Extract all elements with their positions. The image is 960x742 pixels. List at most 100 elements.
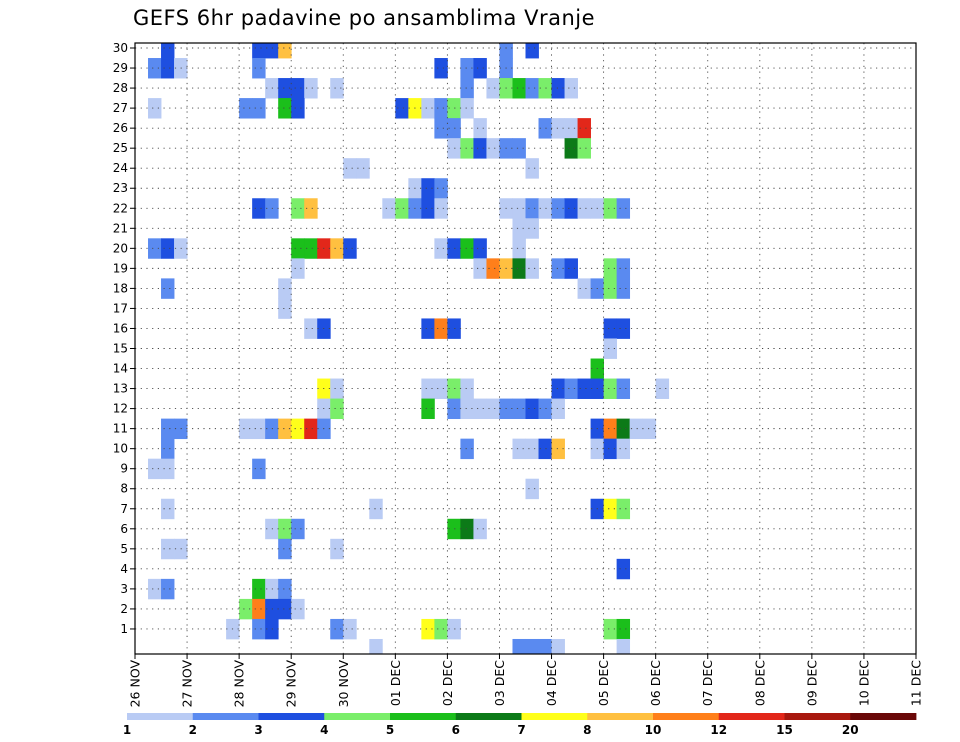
heatmap-cell xyxy=(434,178,448,199)
heatmap-cell xyxy=(421,178,435,199)
heatmap-cell xyxy=(161,498,175,520)
heatmap-cell xyxy=(603,438,618,460)
y-tick-label: 19 xyxy=(113,261,128,275)
heatmap-cell xyxy=(616,198,631,219)
heatmap-cell xyxy=(434,98,448,119)
heatmap-cell xyxy=(447,618,461,640)
heatmap-cell xyxy=(421,98,435,119)
heatmap-cell xyxy=(551,378,565,399)
heatmap-cell xyxy=(525,198,539,219)
heatmap-cell xyxy=(538,118,552,139)
y-tick-label: 1 xyxy=(120,622,128,636)
heatmap-cell xyxy=(447,118,461,139)
heatmap-cell xyxy=(473,238,487,259)
colorbar-segment xyxy=(455,713,522,720)
y-tick-label: 27 xyxy=(113,101,128,115)
heatmap-cell xyxy=(291,78,305,99)
heatmap-cell xyxy=(434,378,448,399)
heatmap-cell xyxy=(564,378,578,399)
heatmap-cell xyxy=(252,198,266,219)
heatmap-cell xyxy=(161,418,175,440)
y-tick-label: 30 xyxy=(113,41,128,55)
heatmap-cell xyxy=(460,438,474,460)
x-tick-label: 08 DEC xyxy=(752,660,767,706)
heatmap-cell xyxy=(525,43,539,59)
heatmap-cell xyxy=(278,298,292,319)
heatmap-cell xyxy=(473,138,487,159)
heatmap-cell xyxy=(564,118,578,139)
heatmap-cell xyxy=(148,58,162,79)
colorbar-segment xyxy=(258,713,325,720)
heatmap-cell xyxy=(265,43,279,59)
heatmap-cell xyxy=(447,138,461,159)
heatmap-cell xyxy=(291,598,305,620)
heatmap-cell xyxy=(252,43,266,59)
heatmap-cell xyxy=(525,398,539,420)
colorbar-segment xyxy=(127,713,194,720)
heatmap-cell xyxy=(434,618,448,640)
heatmap-cell xyxy=(564,78,578,99)
heatmap-cell xyxy=(538,198,552,219)
heatmap-cell xyxy=(603,618,618,640)
heatmap-cell xyxy=(252,418,266,440)
heatmap-cell xyxy=(655,378,670,399)
heatmap-cell xyxy=(291,518,305,540)
heatmap-cell xyxy=(421,398,435,420)
colorbar-label: 7 xyxy=(517,723,525,737)
heatmap-cell xyxy=(304,78,318,99)
heatmap-cell xyxy=(460,58,474,79)
y-tick-label: 12 xyxy=(113,402,128,416)
heatmap-cell xyxy=(551,78,565,99)
heatmap-cell xyxy=(603,418,618,440)
heatmap-cell xyxy=(434,238,448,259)
x-tick-label: 07 DEC xyxy=(700,660,715,706)
colorbar-segment xyxy=(324,713,391,720)
heatmap-cell xyxy=(343,238,357,259)
heatmap-cell xyxy=(512,218,526,239)
heatmap-cell xyxy=(252,578,266,600)
heatmap-cell xyxy=(551,638,565,655)
heatmap-cell xyxy=(382,198,396,219)
y-tick-label: 28 xyxy=(113,81,128,95)
heatmap-cell xyxy=(577,138,591,159)
heatmap-cell xyxy=(161,538,175,560)
heatmap-cell xyxy=(161,278,175,299)
heatmap-cell xyxy=(460,98,474,119)
heatmap-cell xyxy=(629,418,644,440)
x-tick-label: 02 DEC xyxy=(440,660,455,706)
heatmap-cell xyxy=(304,318,318,339)
heatmap-cell xyxy=(525,438,539,460)
heatmap-cell xyxy=(148,238,162,259)
colorbar-segment xyxy=(850,713,917,720)
x-tick-label: 09 DEC xyxy=(804,660,819,706)
heatmap-cell xyxy=(473,518,487,540)
heatmap-cell xyxy=(460,138,474,159)
x-tick-label: 10 DEC xyxy=(856,660,871,706)
heatmap-cell xyxy=(369,498,383,520)
heatmap-cell xyxy=(278,43,292,59)
y-tick-label: 2 xyxy=(120,602,128,616)
heatmap-cell xyxy=(616,438,631,460)
heatmap-cell xyxy=(252,598,266,620)
y-tick-label: 17 xyxy=(113,301,128,315)
colorbar-segment xyxy=(653,713,720,720)
colorbar-label: 2 xyxy=(189,723,197,737)
heatmap-cell xyxy=(616,638,631,655)
heatmap-cell xyxy=(421,378,435,399)
heatmap-cell xyxy=(447,238,461,259)
colorbar-label: 4 xyxy=(320,723,328,737)
heatmap-cell xyxy=(161,58,175,79)
x-tick-label: 03 DEC xyxy=(492,660,507,706)
heatmap-cell xyxy=(148,578,162,600)
heatmap-cell xyxy=(291,238,305,259)
heatmap-cell xyxy=(447,318,461,339)
y-tick-label: 11 xyxy=(113,422,128,436)
heatmap-cell xyxy=(278,418,292,440)
colorbar-label: 12 xyxy=(710,723,727,737)
heatmap-cell xyxy=(525,638,539,655)
heatmap-cell xyxy=(460,518,474,540)
heatmap-cell xyxy=(577,278,591,299)
colorbar-label: 10 xyxy=(645,723,662,737)
x-tick-label: 27 NOV xyxy=(180,660,195,708)
heatmap-cell xyxy=(291,418,305,440)
